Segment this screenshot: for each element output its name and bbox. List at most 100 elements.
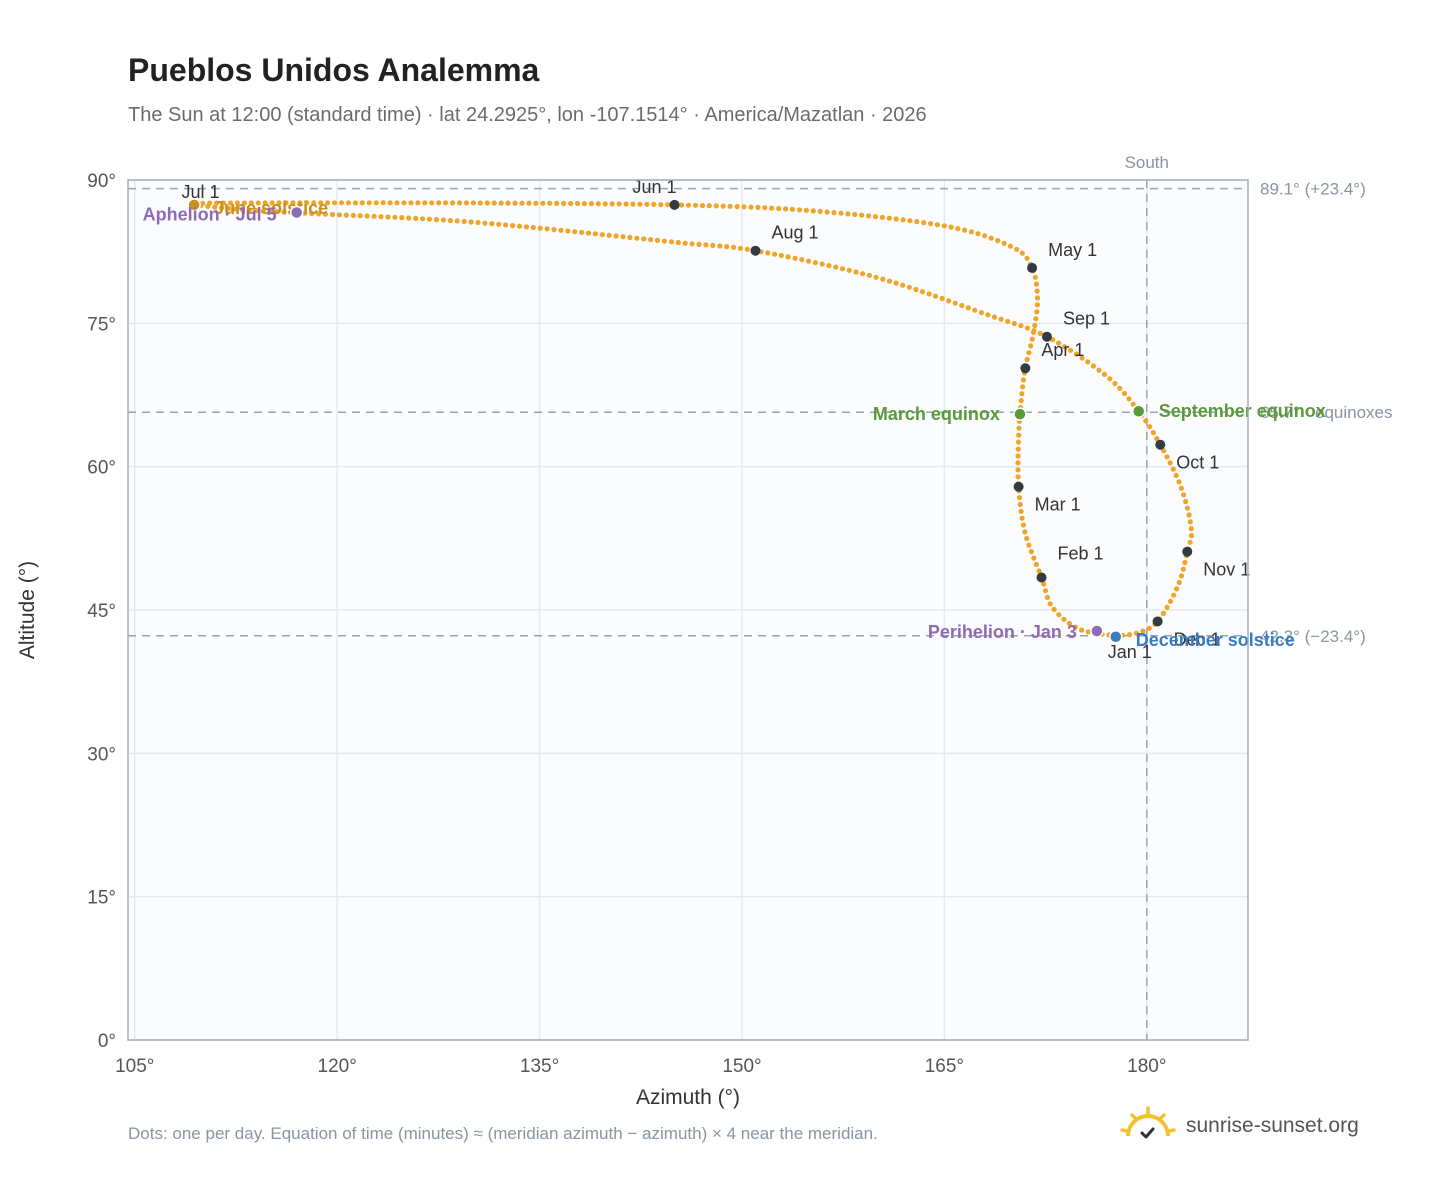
daily-sun-dot (1026, 542, 1032, 548)
daily-sun-dot (1178, 573, 1185, 579)
event-label: Perihelion · Jan 3 (928, 622, 1077, 642)
daily-sun-dot (1037, 330, 1043, 336)
daily-sun-dot (785, 254, 791, 260)
footnote: Dots: one per day. Equation of time (min… (128, 1124, 878, 1143)
daily-sun-dot (1146, 625, 1152, 631)
chart-title: Pueblos Unidos Analemma (128, 52, 540, 88)
daily-sun-dot (345, 200, 352, 206)
daily-sun-dot (706, 203, 712, 209)
y-tick-label: 30° (87, 744, 116, 765)
daily-sun-dot (426, 216, 433, 222)
daily-sun-dot (817, 208, 823, 214)
daily-sun-dot (530, 224, 536, 231)
daily-sun-dot (906, 284, 912, 290)
daily-sun-dot (1173, 472, 1179, 478)
daily-sun-dot (220, 200, 227, 206)
daily-sun-dot (1184, 505, 1190, 511)
daily-sun-dot (574, 200, 581, 207)
y-tick-label: 75° (87, 314, 116, 335)
daily-sun-dot (329, 211, 336, 218)
daily-sun-dot (239, 207, 245, 213)
daily-sun-dot (803, 207, 810, 213)
daily-sun-dot (634, 235, 640, 241)
daily-sun-dot (661, 238, 668, 244)
month-label: Jun 1 (633, 177, 677, 197)
x-tick-label: 150° (722, 1056, 761, 1077)
daily-sun-dot (491, 200, 497, 206)
daily-sun-dot (1042, 588, 1049, 594)
daily-sun-dot (484, 200, 490, 206)
markers: Jan 1 Feb 1 Mar 1 Apr 1 May 1 Jun 1 Jul 1 Aug 1… (143, 177, 1326, 662)
daily-sun-dot (982, 233, 988, 239)
daily-sun-dot (519, 200, 525, 206)
daily-sun-dot (558, 227, 564, 233)
daily-sun-dot (364, 213, 370, 219)
daily-sun-dot (283, 200, 289, 206)
daily-sun-dot (1112, 380, 1118, 387)
x-axis-label: Azimuth (°) (636, 1086, 740, 1109)
month-label: Feb 1 (1058, 544, 1104, 564)
chart-subtitle: The Sun at 12:00 (standard time) · lat 2… (128, 104, 927, 126)
daily-sun-dot (900, 282, 906, 288)
daily-sun-dot (1019, 391, 1025, 397)
daily-sun-dot (620, 234, 626, 240)
daily-sun-dot (585, 230, 592, 236)
reference-label: 65.7° · equinoxes (1260, 403, 1393, 422)
daily-sun-dot (1014, 246, 1020, 252)
daily-sun-dot (599, 232, 605, 238)
month-label: Nov 1 (1203, 560, 1250, 580)
x-tick-label: 180° (1127, 1056, 1166, 1077)
daily-sun-dot (1015, 467, 1021, 473)
daily-sun-dot (613, 233, 619, 239)
daily-sun-dot (1016, 495, 1023, 501)
y-tick-label: 15° (87, 888, 116, 909)
daily-sun-dot (234, 200, 240, 206)
x-tick-label: 120° (318, 1056, 357, 1077)
month-label: Jan 1 (1108, 642, 1152, 662)
daily-sun-dot (880, 276, 886, 282)
daily-sun-dot (408, 200, 414, 206)
daily-sun-dot (1020, 377, 1027, 383)
daily-sun-dot (253, 208, 259, 214)
daily-sun-dot (1121, 390, 1128, 397)
daily-sun-dot (1024, 356, 1030, 362)
daily-sun-dot (845, 211, 851, 217)
daily-sun-dot (1174, 586, 1180, 592)
daily-sun-dot (776, 205, 782, 212)
daily-sun-dot (523, 224, 530, 230)
daily-sun-dot (606, 232, 612, 238)
daily-sun-dot (648, 237, 654, 243)
daily-sun-dot (826, 263, 832, 269)
month-label: Oct 1 (1176, 453, 1219, 473)
event-marker (1013, 407, 1027, 421)
daily-sun-dot (436, 200, 442, 206)
daily-sun-dot (281, 209, 287, 215)
month-marker (1020, 363, 1031, 374)
daily-sun-dot (1016, 432, 1022, 438)
daily-sun-dot (1041, 581, 1047, 587)
daily-sun-dot (934, 222, 941, 228)
daily-sun-dot (959, 302, 965, 309)
daily-sun-dot (995, 238, 1001, 244)
daily-sun-dot (498, 200, 504, 206)
daily-sun-dot (1033, 316, 1039, 322)
daily-sun-dot (1015, 446, 1021, 452)
daily-sun-dot (588, 201, 595, 207)
month-marker (1152, 616, 1163, 627)
month-marker (1027, 262, 1038, 273)
daily-sun-dot (1067, 347, 1074, 353)
daily-sun-dot (394, 200, 400, 206)
daily-sun-dot (946, 298, 952, 304)
daily-sun-dot (1044, 594, 1050, 601)
daily-sun-dot (350, 212, 356, 218)
daily-sun-dot (1034, 295, 1041, 301)
daily-sun-dot (965, 305, 971, 311)
month-label: Jul 1 (181, 182, 219, 202)
daily-sun-dot (806, 258, 812, 264)
daily-sun-dot (1101, 371, 1108, 377)
daily-sun-dot (1182, 559, 1188, 566)
daily-sun-dot (274, 209, 280, 215)
daily-sun-dot (1188, 533, 1195, 539)
brand[interactable]: sunrise-sunset.org (1120, 1104, 1359, 1148)
